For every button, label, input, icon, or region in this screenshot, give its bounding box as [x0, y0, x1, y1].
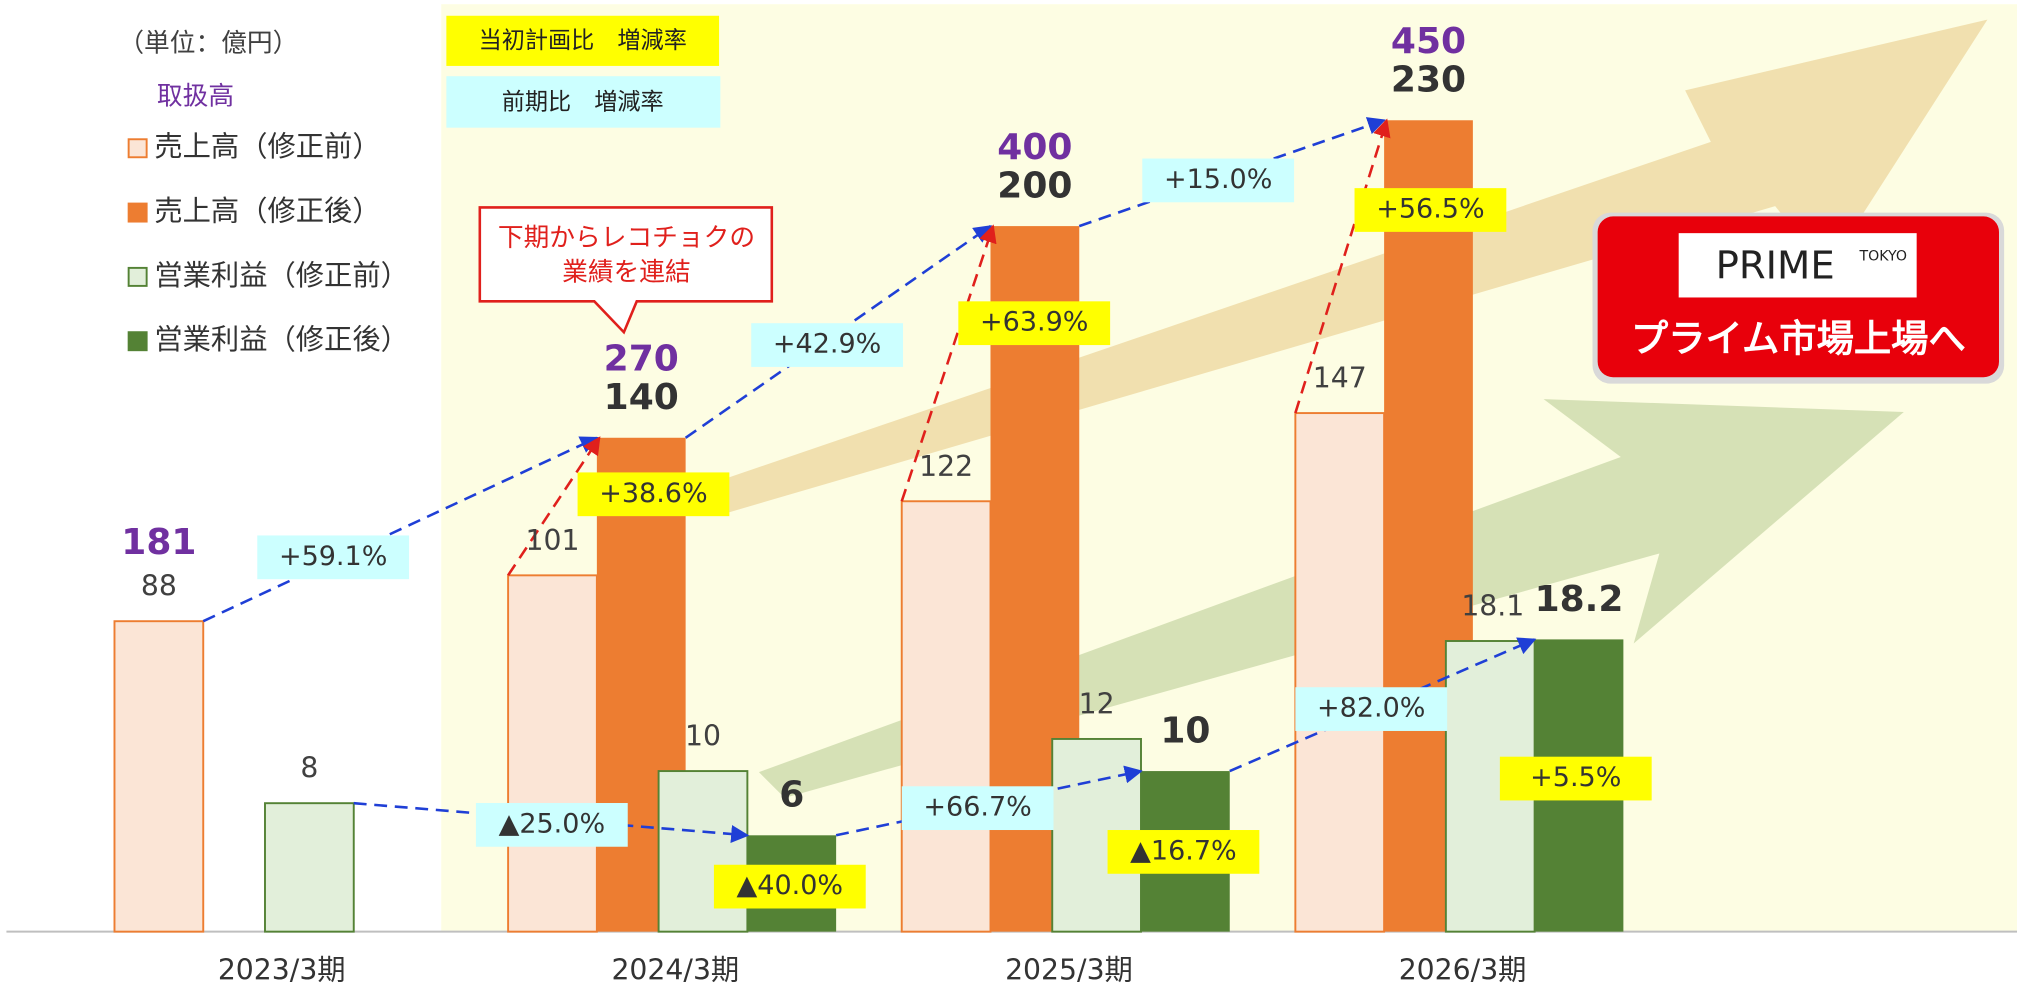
volume-label: 450: [1391, 21, 1466, 62]
data-label: 147: [1313, 362, 1367, 395]
volume-label: 400: [997, 127, 1072, 168]
data-label: 101: [525, 524, 579, 557]
growth-label: ▲16.7%: [1130, 835, 1237, 866]
x-tick-label: 2026/3期: [1399, 954, 1527, 987]
bar: [265, 803, 354, 931]
callout-text: 下期からレコチョクの: [498, 223, 755, 253]
data-label: 10: [1160, 710, 1210, 751]
legend-label: 前期比 増減率: [502, 90, 664, 116]
legend-label: 営業利益（修正前）: [154, 259, 409, 292]
bar: [1295, 413, 1384, 932]
legend-swatch: [129, 139, 147, 157]
legend-swatch: [129, 204, 147, 222]
bar: [114, 621, 203, 931]
data-label: 10: [685, 720, 721, 753]
legend-label: 営業利益（修正後）: [154, 323, 409, 356]
data-label: 8: [300, 752, 318, 785]
bar: [902, 501, 991, 931]
growth-label: +66.7%: [923, 792, 1031, 823]
growth-label: +5.5%: [1530, 762, 1621, 793]
growth-label: +38.6%: [599, 478, 707, 509]
data-label: 18.1: [1461, 590, 1524, 623]
legend-swatch: [129, 332, 147, 350]
data-label: 122: [919, 450, 973, 483]
growth-label: +82.0%: [1317, 693, 1425, 724]
volume-label: 270: [604, 339, 679, 380]
data-label: 18.2: [1535, 579, 1624, 620]
x-tick-label: 2023/3期: [218, 954, 346, 987]
growth-label: +63.9%: [980, 307, 1088, 338]
data-label: 140: [604, 377, 679, 418]
legend-label: 取扱高: [157, 81, 234, 111]
data-label: 230: [1391, 60, 1466, 101]
growth-label: +42.9%: [773, 329, 881, 360]
growth-label: +15.0%: [1164, 164, 1272, 195]
growth-label: ▲25.0%: [499, 808, 606, 839]
badge-text: プライム市場上場へ: [1631, 317, 1966, 361]
chart: （単位：億円） 取扱高売上高（修正前） 売上高（修正後） 営業利益（修正前） 営業利益…: [0, 0, 2017, 995]
x-tick-label: 2024/3期: [611, 954, 739, 987]
data-label: 88: [141, 570, 177, 603]
callout-text: 業績を連結: [562, 258, 691, 288]
badge: PRIME TOKYO プライム市場上場へ: [1593, 213, 2005, 384]
growth-label: +56.5%: [1376, 194, 1484, 225]
growth-label: ▲40.0%: [737, 870, 844, 901]
volume-label: 181: [121, 522, 196, 563]
growth-label: +59.1%: [279, 541, 387, 572]
badge-logo: PRIME: [1716, 243, 1835, 288]
data-label: 6: [779, 775, 804, 816]
unit-note: （単位：億円）: [118, 29, 298, 59]
legend-label: 売上高（修正後）: [154, 195, 380, 228]
x-tick-label: 2025/3期: [1005, 954, 1133, 987]
data-label: 200: [997, 166, 1072, 207]
badge-logo-sup: TOKYO: [1858, 248, 1906, 264]
legend-label: 売上高（修正前）: [154, 130, 380, 163]
bar: [508, 575, 597, 931]
legend-label: 当初計画比 増減率: [479, 28, 687, 54]
data-label: 12: [1079, 688, 1115, 721]
legend-swatch: [129, 268, 147, 286]
